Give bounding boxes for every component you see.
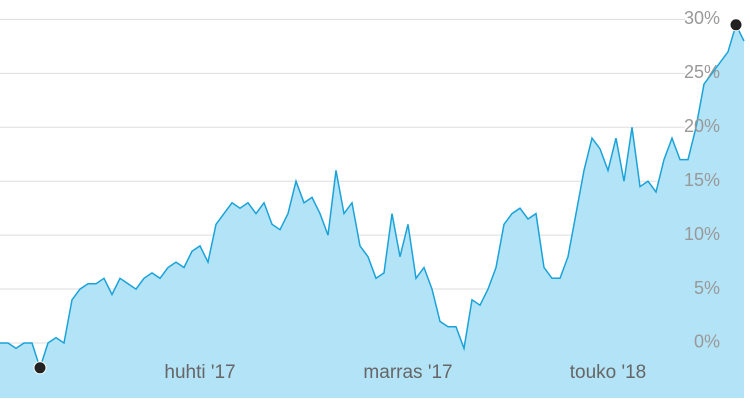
area bbox=[0, 24, 744, 399]
y-tick-label: 5% bbox=[694, 278, 720, 298]
y-tick-label: 25% bbox=[684, 62, 720, 82]
line bbox=[0, 22, 745, 371]
x-tick-label: marras '17 bbox=[363, 362, 452, 383]
extreme-marker bbox=[33, 361, 47, 375]
x-tick-label: touko '18 bbox=[570, 362, 647, 383]
y-tick-label: 10% bbox=[684, 224, 720, 244]
x-tick-label: huhti '17 bbox=[164, 362, 235, 383]
y-tick-label: 30% bbox=[684, 8, 720, 28]
y-tick-label: 0% bbox=[694, 332, 720, 352]
y-tick-label: 15% bbox=[684, 170, 720, 190]
y-tick-label: 20% bbox=[684, 116, 720, 136]
extreme-marker bbox=[729, 18, 743, 32]
